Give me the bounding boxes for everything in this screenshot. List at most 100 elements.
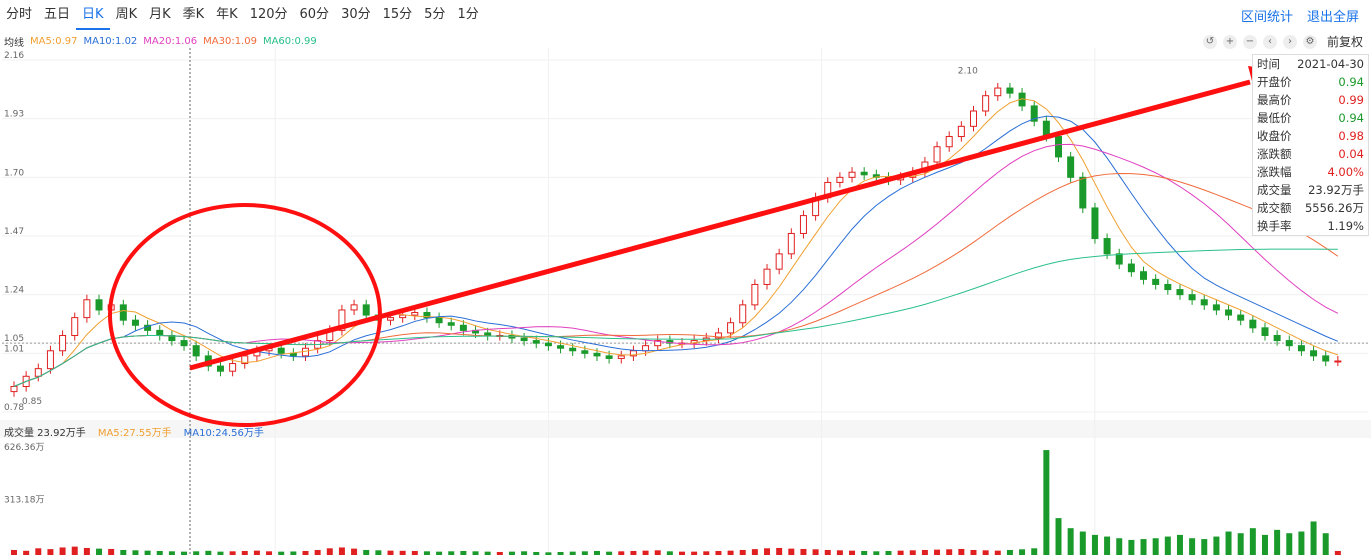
candle-body [34,368,42,377]
candle-body [1127,263,1135,273]
candle-body [229,363,237,372]
volume-bar [168,551,175,555]
y-tick-label: 1.05 [4,334,24,344]
candle-body [131,319,139,326]
candle-body [836,176,844,183]
candle-body [119,304,127,321]
info-row: 涨跌幅 4.00% [1253,163,1368,181]
volume-bar [375,550,382,555]
adjust-mode-select[interactable]: 前复权 [1326,35,1363,49]
tab-10[interactable]: 15分 [382,7,413,22]
tab-4[interactable]: 月K [149,7,171,22]
tab-7[interactable]: 120分 [249,7,288,22]
tab-1[interactable]: 五日 [44,7,71,22]
volume-bar [35,548,42,555]
volume-bar [1249,528,1256,555]
candle-body [71,317,79,336]
volume-bar [351,548,358,555]
y-tick-label: 1.01 [4,344,24,354]
candle-body [484,332,492,336]
exit-fullscreen-button[interactable]: 退出全屏 [1306,9,1359,25]
zoom-out-icon[interactable]: − [1242,34,1257,49]
candle-body [569,347,577,352]
candle-body [739,304,747,324]
candle-body [714,332,722,339]
volume-bar [849,550,856,555]
y-tick-label: 0.78 [4,403,24,413]
candle-body [399,314,407,319]
info-row: 成交额 5556.26万 [1253,199,1368,217]
volume-bar [1164,536,1171,555]
settings-icon[interactable]: ⚙ [1302,34,1317,49]
volume-bar [788,548,795,555]
volume-bar [193,551,200,555]
volume-bar [1261,534,1268,555]
volume-bar [508,551,515,555]
vol-tick-label: 313.18万 [4,496,45,506]
volume-bar [861,550,868,555]
volume-bar [897,550,904,555]
volume-bar [11,549,17,555]
ma60-line [13,248,1338,387]
volume-bar [132,550,139,555]
y-tick-label: 1.47 [4,227,24,237]
candle-body [1030,105,1038,122]
tab-11[interactable]: 5分 [424,7,446,22]
candle-body [1188,294,1196,301]
tab-8[interactable]: 60分 [299,7,330,22]
volume-bar [266,551,273,555]
legend-ma5: MA5:0.97 [30,36,78,47]
candle-body [180,340,188,347]
tab-12[interactable]: 1分 [457,7,479,22]
chevron-right-icon[interactable]: › [1282,34,1297,49]
tab-5[interactable]: 季K [182,7,205,22]
candle-body [581,350,589,354]
volume-bar [423,551,430,555]
tab-3[interactable]: 周K [115,7,138,22]
volume-bar [83,547,90,555]
candle-body [532,340,540,344]
candle-body [1212,304,1220,311]
volume-header-band [0,420,1371,438]
info-value: 1.19% [1327,219,1364,233]
info-key: 时间 [1257,57,1280,71]
volume-bar [1055,518,1062,555]
info-value: 0.94 [1338,75,1364,89]
volume-bar [1322,533,1329,555]
candle-body [1103,238,1111,255]
tab-0[interactable]: 分时 [6,7,33,22]
range-stats-button[interactable]: 区间统计 [1240,9,1293,25]
tab-2[interactable]: 日K [76,0,110,30]
candle-body [1164,283,1172,291]
candle-body [350,304,358,311]
volume-bar [1298,531,1305,555]
volume-bar [630,550,637,555]
volume-legend: 成交量 23.92万手 MA5:27.55万手 MA10:24.56万手 [4,424,264,439]
volume-bar [921,549,928,555]
tab-6[interactable]: 年K [216,7,238,22]
volume-bar [934,549,941,555]
candle-body [59,334,67,352]
max-price-label: 2.10 [958,66,978,76]
y-tick-label: 2.16 [4,51,24,61]
volume-bar [1128,539,1135,555]
candle-body [848,171,856,178]
reset-icon[interactable]: ↺ [1202,34,1217,49]
zoom-in-icon[interactable]: + [1222,34,1237,49]
tab-9[interactable]: 30分 [341,7,371,22]
ma10-line [13,115,1339,387]
volume-bar [776,547,783,555]
chevron-left-icon[interactable]: ‹ [1262,34,1277,49]
info-row: 开盘价 0.94 [1253,73,1368,91]
candle-body [763,268,771,285]
volume-bar [982,550,989,555]
volume-bar [751,549,758,555]
candle-body [654,340,662,347]
volume-bar [958,548,965,555]
info-key: 收盘价 [1257,129,1292,143]
volume-bar [278,551,285,555]
volume-bar [1189,538,1196,555]
candle-body [411,312,419,316]
candle-body [241,355,249,365]
